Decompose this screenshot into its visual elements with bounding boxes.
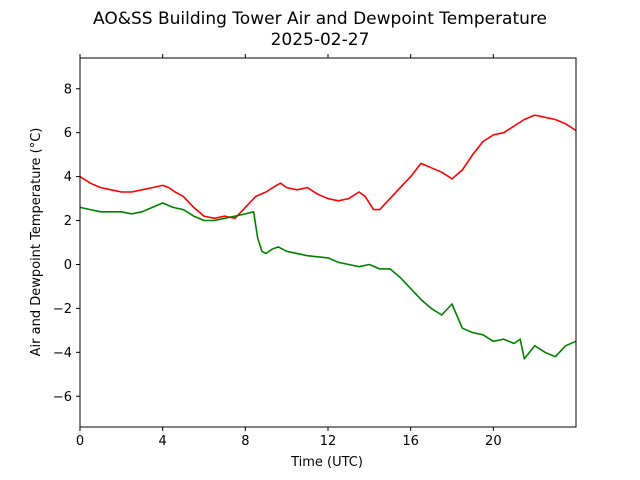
y-tick-label: 6 xyxy=(64,126,72,141)
x-tick-label: 20 xyxy=(485,434,502,449)
plot-area: 0 4 8 12 16 20 −6 −4 −2 0 2 4 6 8 xyxy=(53,54,577,449)
y-axis-label: Air and Dewpoint Temperature (°C) xyxy=(29,128,44,357)
x-tick-label: 8 xyxy=(241,434,249,449)
y-tick-label: 0 xyxy=(64,258,72,273)
series-line-1 xyxy=(79,202,577,360)
x-tick-label: 0 xyxy=(76,434,84,449)
y-tick-label: 2 xyxy=(64,214,72,229)
chart-title: AO&SS Building Tower Air and Dewpoint Te… xyxy=(93,9,547,29)
y-tick-label: 8 xyxy=(64,82,72,97)
y-tick-label: −6 xyxy=(53,390,72,405)
chart-subtitle: 2025-02-27 xyxy=(271,30,370,50)
x-tick-label: 4 xyxy=(159,434,167,449)
x-tick-label: 16 xyxy=(402,434,419,449)
y-tick-label: −4 xyxy=(53,346,72,361)
x-tick-label: 12 xyxy=(320,434,337,449)
y-tick-label: −2 xyxy=(53,302,72,317)
x-axis-label: Time (UTC) xyxy=(290,455,363,470)
y-tick-label: 4 xyxy=(64,170,72,185)
series-line-0 xyxy=(79,114,577,220)
